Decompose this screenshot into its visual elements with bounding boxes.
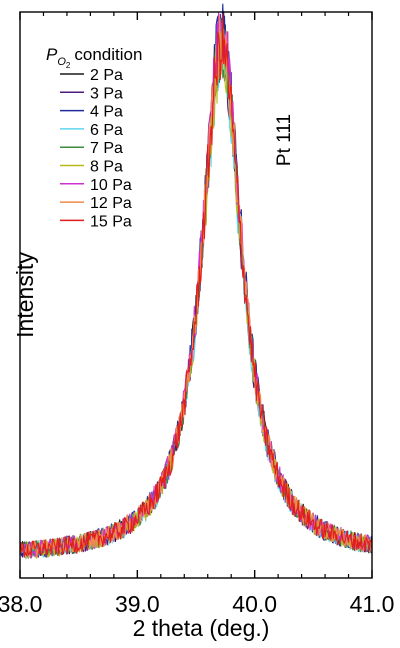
legend-title-subsubscript: 2 [66,61,71,70]
series-line-8-pa [19,20,373,559]
legend-label: 3 Pa [90,85,123,102]
x-tick-label: 39.0 [115,591,160,617]
series-line-12-pa [19,14,373,560]
legend-label: 7 Pa [90,140,123,157]
series-line-7-pa [19,18,373,558]
legend-title: PO2condition [46,45,142,70]
series-line-2-pa [19,12,373,557]
legend-label: 8 Pa [90,159,123,176]
legend-title-symbol: P [46,45,58,64]
plot-frame [19,11,373,579]
series-line-3-pa [19,25,373,558]
axes: 38.0 39.0 40.0 41.0 [0,11,395,617]
legend-title-subscript: O [57,56,66,68]
legend-label: 12 Pa [90,195,132,212]
legend-label: 4 Pa [90,104,123,121]
series-line-6-pa [19,25,373,560]
legend-label: 15 Pa [90,213,132,230]
legend-label: 2 Pa [90,67,123,84]
x-tick-label: 40.0 [232,591,277,617]
series-line-10-pa [19,11,373,559]
y-axis-label: Intensity [12,252,38,338]
x-axis-label: 2 theta (deg.) [133,615,270,641]
peak-annotation: Pt 111 [274,114,295,166]
x-tick-label: 38.0 [0,591,42,617]
series-line-15-pa [19,14,373,558]
series-traces [19,3,373,560]
legend-label: 6 Pa [90,122,123,139]
x-tick-label: 41.0 [350,591,395,617]
legend-label: 10 Pa [90,177,132,194]
legend-title-text: condition [74,45,142,64]
series-line-4-pa [19,3,373,559]
